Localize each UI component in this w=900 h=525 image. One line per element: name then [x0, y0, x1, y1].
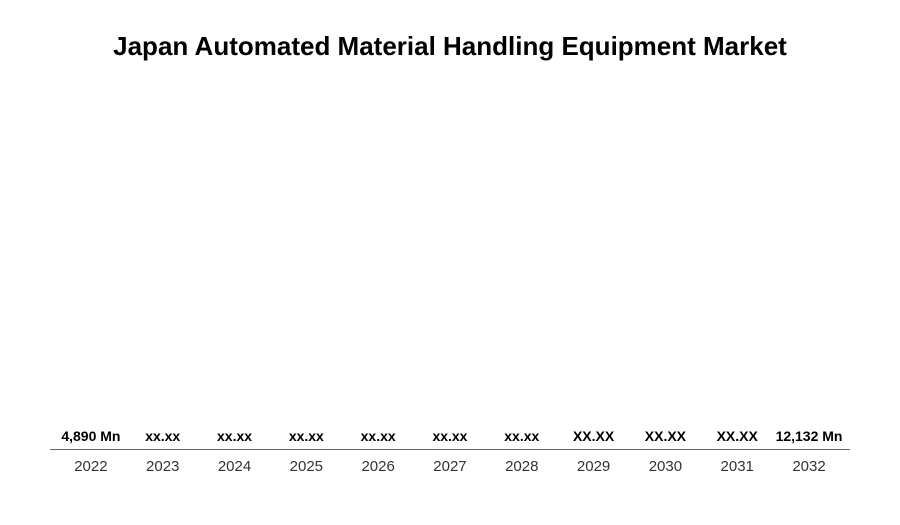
bar-value-label: xx.xx	[217, 428, 252, 444]
x-axis-label: 2029	[564, 458, 624, 475]
chart-container: Japan Automated Material Handling Equipm…	[0, 0, 900, 525]
bar-value-label: xx.xx	[145, 428, 180, 444]
bar-value-label: XX.XX	[645, 428, 686, 444]
x-axis-label: 2032	[779, 458, 839, 475]
chart-area: 4,890 Mn xx.xx xx.xx xx.xx xx.xx xx.xx xx.xx XX…	[50, 94, 850, 475]
x-axis-label: 2031	[707, 458, 767, 475]
x-axis-label: 2024	[205, 458, 265, 475]
bar-value-label: XX.XX	[717, 428, 758, 444]
bars-region: 4,890 Mn xx.xx xx.xx xx.xx xx.xx xx.xx xx.xx XX…	[50, 94, 850, 450]
x-axis-label: 2026	[348, 458, 408, 475]
bar-value-label: xx.xx	[289, 428, 324, 444]
x-axis-label: 2028	[492, 458, 552, 475]
bar-value-label: XX.XX	[573, 428, 614, 444]
bar-value-label: xx.xx	[504, 428, 539, 444]
bar-value-label: xx.xx	[361, 428, 396, 444]
bar-value-label: xx.xx	[432, 428, 467, 444]
x-axis-label: 2023	[133, 458, 193, 475]
x-axis-label: 2022	[61, 458, 121, 475]
x-axis: 2022 2023 2024 2025 2026 2027 2028 2029 2030 2031…	[50, 450, 850, 475]
chart-title: Japan Automated Material Handling Equipm…	[50, 30, 850, 64]
x-axis-label: 2027	[420, 458, 480, 475]
bar-value-label: 12,132 Mn	[776, 428, 843, 444]
bar-value-label: 4,890 Mn	[61, 428, 120, 444]
x-axis-label: 2025	[276, 458, 336, 475]
x-axis-label: 2030	[635, 458, 695, 475]
